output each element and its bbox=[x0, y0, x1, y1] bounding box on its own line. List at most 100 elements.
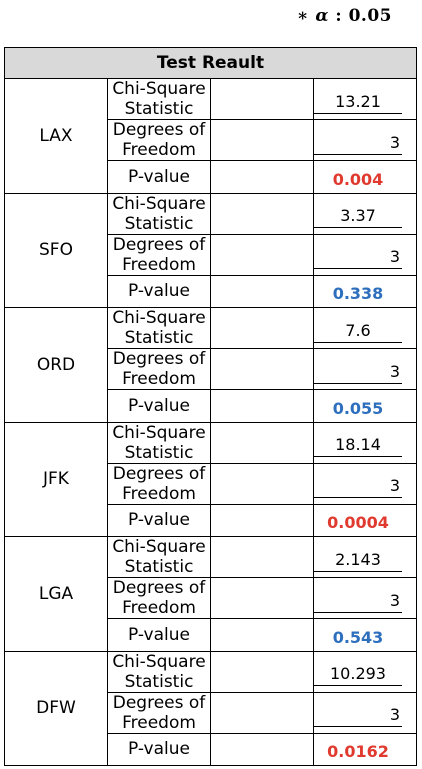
df-value: 3 bbox=[314, 469, 402, 498]
airport-code: LGA bbox=[4, 536, 108, 652]
pv-label: P-value bbox=[107, 503, 211, 537]
chi-value-cell: 3.37 bbox=[313, 192, 417, 235]
chi-value: 10.293 bbox=[314, 657, 402, 686]
table-row: Degrees of Freedom 3 bbox=[5, 119, 417, 161]
cell-gap bbox=[210, 536, 314, 578]
pv-value-cell: 0.0004 bbox=[313, 503, 417, 537]
df-value-cell: 3 bbox=[313, 462, 417, 505]
pv-value: 0.055 bbox=[332, 398, 384, 418]
table-row: ORD Chi-Square Statistic 7.6 bbox=[4, 307, 417, 423]
df-label: Degrees of Freedom bbox=[107, 348, 211, 390]
cell-gap bbox=[210, 421, 314, 464]
pv-value-cell: 0.004 bbox=[313, 160, 417, 194]
chi-value-cell: 7.6 bbox=[313, 307, 417, 349]
df-value: 3 bbox=[314, 240, 402, 269]
chi-label: Chi-Square Statistic bbox=[107, 307, 211, 349]
table-row: P-value 0.338 bbox=[5, 274, 417, 308]
chi-label: Chi-Square Statistic bbox=[107, 650, 211, 693]
chi-value-cell: 13.21 bbox=[313, 78, 417, 120]
table-row: SFO Chi-Square Statistic 3.37 bbox=[4, 192, 417, 308]
table-row: JFK Chi-Square Statistic 18.14 bbox=[4, 421, 417, 537]
table-row: LAX Chi-Square Statistic 13.21 bbox=[4, 78, 417, 194]
table-row: Degrees of Freedom 3 bbox=[5, 462, 417, 505]
alpha-prefix: ∗ bbox=[296, 6, 316, 26]
table-header: Test Reault bbox=[4, 47, 417, 79]
chi-value-cell: 10.293 bbox=[313, 650, 417, 693]
pv-label: P-value bbox=[107, 618, 211, 652]
df-value-cell: 3 bbox=[313, 233, 417, 276]
df-value-cell: 3 bbox=[313, 577, 417, 619]
df-value-cell: 3 bbox=[313, 119, 417, 161]
airport-code: LAX bbox=[4, 78, 108, 194]
df-label: Degrees of Freedom bbox=[107, 119, 211, 161]
alpha-separator: : bbox=[328, 6, 349, 26]
df-value: 3 bbox=[314, 126, 402, 155]
airport-code: DFW bbox=[4, 650, 108, 766]
chi-label: Chi-Square Statistic bbox=[107, 78, 211, 120]
table-row: DFW Chi-Square Statistic 10.293 bbox=[4, 650, 417, 766]
df-value: 3 bbox=[314, 584, 402, 613]
pv-value-cell: 0.055 bbox=[313, 389, 417, 423]
df-value: 3 bbox=[314, 355, 402, 384]
df-value-cell: 3 bbox=[313, 691, 417, 734]
table-row: Degrees of Freedom 3 bbox=[5, 233, 417, 276]
table-row: P-value 0.0004 bbox=[5, 503, 417, 537]
chi-label: Chi-Square Statistic bbox=[107, 536, 211, 578]
chi-value: 2.143 bbox=[314, 543, 402, 572]
cell-gap bbox=[210, 274, 314, 308]
table-body: LAX Chi-Square Statistic 13.21 Degrees of F… bbox=[4, 78, 417, 766]
chi-value-cell: 2.143 bbox=[313, 536, 417, 578]
cell-gap bbox=[210, 691, 314, 734]
cell-gap bbox=[210, 348, 314, 390]
df-label: Degrees of Freedom bbox=[107, 462, 211, 505]
cell-gap bbox=[210, 618, 314, 652]
pv-label: P-value bbox=[107, 732, 211, 766]
airport-code: ORD bbox=[4, 307, 108, 423]
cell-gap bbox=[210, 503, 314, 537]
chi-value: 13.21 bbox=[314, 85, 402, 114]
df-label: Degrees of Freedom bbox=[107, 233, 211, 276]
cell-gap bbox=[210, 307, 314, 349]
table-row: LGA Chi-Square Statistic 2.143 bbox=[4, 536, 417, 652]
chi-value: 7.6 bbox=[314, 314, 402, 343]
pv-value-cell: 0.543 bbox=[313, 618, 417, 652]
cell-gap bbox=[210, 192, 314, 235]
chi-label: Chi-Square Statistic bbox=[107, 421, 211, 464]
pv-value: 0.543 bbox=[332, 627, 384, 647]
pv-label: P-value bbox=[107, 160, 211, 194]
pv-value: 0.0162 bbox=[327, 742, 389, 762]
pv-value: 0.004 bbox=[332, 169, 384, 189]
pv-value: 0.0004 bbox=[327, 513, 389, 533]
table-header-row: Test Reault bbox=[4, 47, 417, 79]
table-row: P-value 0.004 bbox=[5, 160, 417, 194]
chi-label: Chi-Square Statistic bbox=[107, 192, 211, 235]
cell-gap bbox=[210, 577, 314, 619]
table-row: Degrees of Freedom 3 bbox=[5, 577, 417, 619]
pv-value: 0.338 bbox=[332, 284, 384, 304]
pv-label: P-value bbox=[107, 389, 211, 423]
df-label: Degrees of Freedom bbox=[107, 577, 211, 619]
cell-gap bbox=[210, 732, 314, 766]
cell-gap bbox=[210, 462, 314, 505]
table-row: Degrees of Freedom 3 bbox=[5, 348, 417, 390]
df-value-cell: 3 bbox=[313, 348, 417, 390]
alpha-symbol: α bbox=[315, 6, 329, 26]
df-label: Degrees of Freedom bbox=[107, 691, 211, 734]
pv-label: P-value bbox=[107, 274, 211, 308]
cell-gap bbox=[210, 389, 314, 423]
cell-gap bbox=[210, 78, 314, 120]
airport-code: JFK bbox=[4, 421, 108, 537]
cell-gap bbox=[210, 233, 314, 276]
chi-value: 3.37 bbox=[314, 199, 402, 228]
alpha-value: 0.05 bbox=[348, 6, 392, 26]
alpha-note: ∗ α : 0.05 bbox=[297, 6, 392, 26]
cell-gap bbox=[210, 160, 314, 194]
pv-value-cell: 0.0162 bbox=[313, 732, 417, 766]
test-result-table: Test Reault LAX Chi-Square Statistic 13.21… bbox=[4, 47, 417, 766]
chi-value-cell: 18.14 bbox=[313, 421, 417, 464]
df-value: 3 bbox=[314, 698, 402, 727]
airport-code: SFO bbox=[4, 192, 108, 308]
cell-gap bbox=[210, 119, 314, 161]
pv-value-cell: 0.338 bbox=[313, 274, 417, 308]
cell-gap bbox=[210, 650, 314, 693]
